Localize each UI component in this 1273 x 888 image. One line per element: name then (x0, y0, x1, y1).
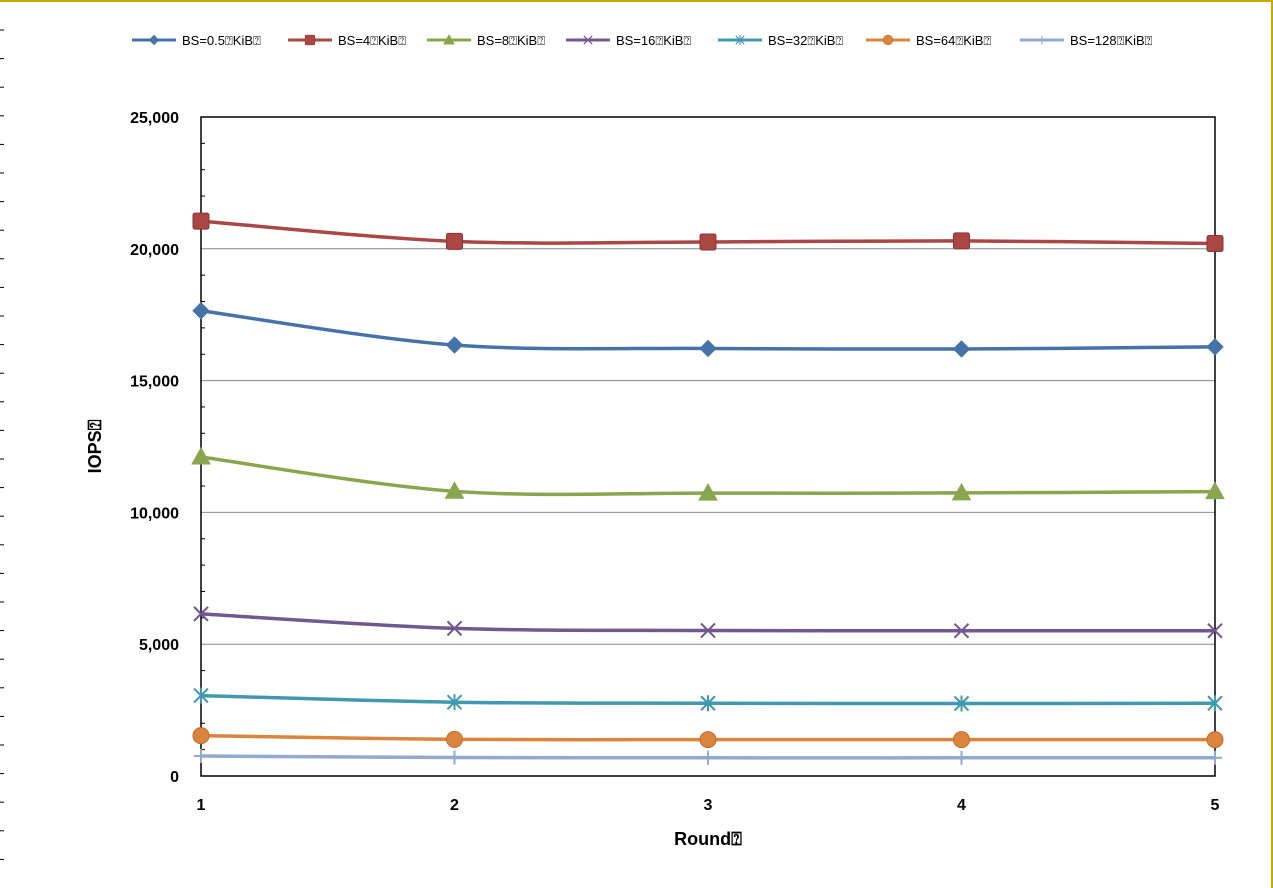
legend-marker (1037, 35, 1047, 45)
legend-item: BS=128⍰KiB⍰ (1020, 33, 1153, 48)
legend-label: BS=0.5⍰KiB⍰ (182, 33, 261, 48)
data-point (1208, 750, 1222, 765)
legend-item: BS=0.5⍰KiB⍰ (132, 33, 261, 48)
series-5 (193, 687, 1223, 712)
data-point (698, 483, 718, 501)
marker-stroke (953, 623, 970, 639)
data-point (446, 730, 463, 748)
series-layer (191, 212, 1225, 765)
x-tick-label: 2 (450, 797, 459, 814)
x-axis-title: Round⍰ (674, 829, 742, 849)
legend-label: BS=4⍰KiB⍰ (338, 33, 406, 48)
data-point (1206, 338, 1224, 356)
series-6 (192, 727, 1224, 749)
legend-marker (443, 33, 455, 45)
data-point (951, 482, 972, 501)
data-point (953, 731, 970, 749)
legend-item: BS=4⍰KiB⍰ (288, 33, 406, 48)
data-point (446, 232, 463, 250)
data-point (699, 731, 717, 749)
legend-label: BS=64⍰KiB⍰ (916, 33, 991, 48)
legend-marker (583, 35, 593, 45)
data-point (1207, 695, 1223, 712)
series-2 (192, 212, 1224, 253)
y-tick-label: 5,000 (139, 637, 179, 654)
data-point (192, 727, 210, 745)
data-point (191, 447, 211, 465)
data-point (447, 750, 462, 765)
series-7 (194, 748, 1222, 765)
data-point (701, 750, 715, 765)
series-3 (191, 447, 1225, 501)
x-tick-label: 3 (704, 797, 713, 814)
data-point (953, 623, 970, 639)
data-point (952, 340, 971, 358)
gridlines (201, 248, 1215, 645)
legend-item: BS=32⍰KiB⍰ (718, 33, 843, 48)
data-point (953, 232, 970, 250)
data-point (444, 481, 465, 499)
left-edge-ticks (0, 29, 4, 860)
data-point (194, 748, 208, 763)
y-tick-label: 15,000 (130, 374, 179, 391)
data-point (1206, 235, 1224, 253)
legend-label: BS=32⍰KiB⍰ (768, 33, 843, 48)
legend-marker (304, 34, 316, 46)
data-point (446, 620, 463, 637)
data-point (954, 750, 969, 765)
y-axis-tick-labels: 0 5,000 10,000 15,000 20,000 25,000 (130, 110, 179, 786)
data-point (1206, 731, 1224, 749)
data-point (193, 606, 209, 622)
data-point (699, 233, 717, 251)
marker-stroke (583, 35, 593, 45)
series-line (200, 612, 1216, 633)
data-point (953, 695, 970, 712)
data-point (445, 336, 464, 354)
data-point (192, 302, 210, 320)
marker-stroke (1207, 623, 1223, 639)
data-point (193, 687, 209, 704)
y-axis-title: IOPS⍰ (85, 419, 105, 473)
data-point (1207, 623, 1223, 639)
data-point (700, 695, 716, 712)
legend-item: BS=16⍰KiB⍰ (566, 33, 691, 48)
x-tick-label: 4 (957, 797, 966, 814)
y-tick-label: 25,000 (130, 110, 179, 127)
legend-item: BS=64⍰KiB⍰ (866, 33, 991, 48)
legend-marker (735, 35, 745, 45)
legend-item: BS=8⍰KiB⍰ (427, 33, 545, 48)
legend-label: BS=16⍰KiB⍰ (616, 33, 691, 48)
data-point (1205, 481, 1225, 500)
x-tick-label: 5 (1211, 797, 1220, 814)
data-point (700, 622, 716, 639)
marker-stroke (446, 620, 463, 637)
data-point (446, 694, 463, 711)
y-tick-label: 20,000 (130, 242, 179, 259)
legend-label: BS=8⍰KiB⍰ (477, 33, 545, 48)
series-1 (192, 302, 1224, 358)
marker-stroke (700, 622, 716, 639)
y-tick-label: 0 (170, 769, 179, 786)
data-point (699, 339, 717, 358)
x-tick-label: 1 (197, 797, 206, 814)
legend-marker (148, 34, 160, 46)
plot-area (200, 116, 1216, 777)
series-4 (193, 606, 1223, 639)
legend-label: BS=128⍰KiB⍰ (1070, 33, 1153, 48)
data-point (192, 212, 210, 230)
legend: BS=0.5⍰KiB⍰ BS=4⍰KiB⍰ BS=8⍰KiB⍰ BS=16⍰KiB⍰ B… (132, 33, 1153, 48)
legend-marker (882, 34, 894, 46)
y-tick-label: 10,000 (130, 505, 179, 522)
marker-stroke (193, 606, 209, 622)
x-axis-tick-labels: 1 2 3 4 5 (197, 797, 1220, 814)
